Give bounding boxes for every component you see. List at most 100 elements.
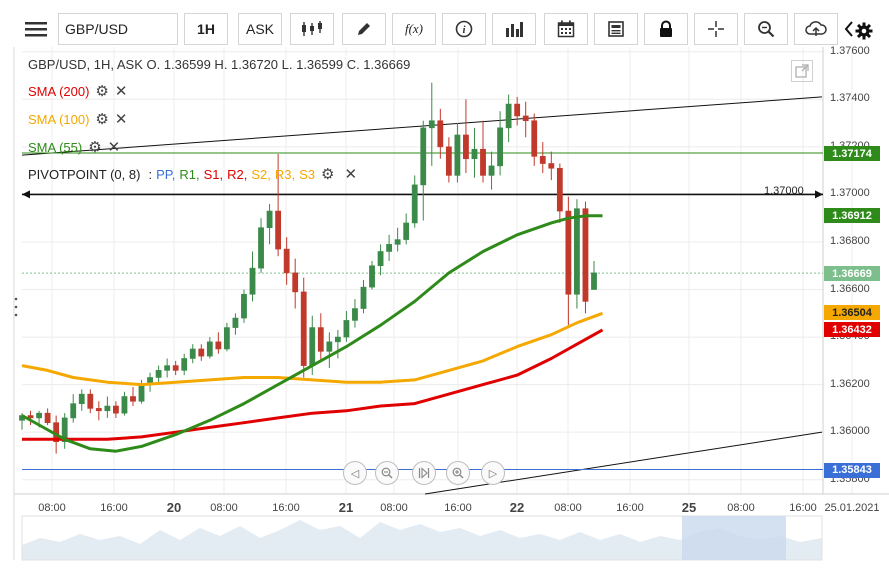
price-type-label: ASK (245, 21, 274, 37)
close-icon[interactable]: ✕ (107, 139, 121, 156)
candle-body (522, 115, 529, 122)
x-tick-label: 16:00 (789, 502, 817, 514)
pivot-level-s3: S3 (299, 166, 315, 182)
lock-icon[interactable] (644, 13, 688, 45)
candle-body (463, 134, 469, 160)
candle-body (539, 156, 546, 164)
candle-body (565, 210, 572, 295)
candle-body (548, 163, 555, 169)
price-label: 1.36504 (824, 305, 880, 321)
price-label: 1.36669 (824, 266, 880, 282)
candle-body (591, 272, 597, 290)
close-icon[interactable]: ✕ (344, 166, 358, 183)
pivot-level-pp: PP, (156, 166, 176, 182)
reset-view-icon[interactable] (412, 461, 436, 485)
gear-icon[interactable]: ⚙ (95, 111, 109, 128)
candle-body (223, 327, 230, 350)
close-icon[interactable]: ✕ (114, 111, 128, 128)
navigator-frame (21, 515, 823, 561)
indicator-sma-100: SMA (100) ⚙ ✕ (28, 110, 127, 128)
fx-label: f(x) (404, 21, 424, 36)
zoom-icon[interactable] (744, 13, 788, 45)
pivot-level-r3: R3, (274, 166, 296, 182)
x-tick-label: 21 (338, 500, 354, 515)
y-tick-label: 1.36200 (830, 377, 870, 390)
candle-body (138, 384, 145, 402)
pivot-level-r2: R2, (227, 166, 248, 182)
hline-label: 1.37000 (764, 185, 804, 197)
indicator-label: SMA (100) (28, 111, 90, 127)
candle-body (582, 208, 589, 302)
candle-body (505, 103, 512, 129)
candle-body (266, 210, 273, 229)
scroll-left-icon[interactable]: ◁ (343, 461, 367, 485)
pencil-icon[interactable] (342, 13, 386, 45)
candlestick-icon[interactable] (290, 13, 334, 45)
fullscreen-icon[interactable] (791, 60, 813, 82)
candle-body (360, 286, 367, 309)
candle-body (36, 412, 42, 419)
indicator-pivotpoint: PIVOTPOINT (0, 8) : PP, R1, S1, R2, S2, … (28, 165, 357, 183)
scroll-right-icon[interactable]: ▷ (481, 461, 505, 485)
candle-body (27, 415, 34, 419)
candle-body (514, 103, 521, 117)
y-tick-label: 1.36800 (830, 234, 870, 247)
candle-body (488, 165, 495, 176)
info-icon[interactable]: i (442, 13, 486, 45)
price-label: 1.36432 (824, 322, 880, 338)
price-type-selector[interactable]: ASK (238, 13, 282, 45)
y-tick-label: 1.36600 (830, 282, 870, 295)
arrow-left-icon (22, 190, 30, 199)
candle-body (275, 210, 282, 250)
gear-icon[interactable]: ⚙ (88, 139, 102, 156)
x-tick-label: 08:00 (727, 502, 755, 514)
gear-icon[interactable]: ⚙ (95, 83, 109, 100)
zoom-out-icon[interactable] (375, 461, 399, 485)
gear-icon[interactable]: ⚙ (321, 166, 335, 183)
candle-body (437, 120, 444, 148)
timeframe-label: 1H (197, 21, 215, 37)
price-label: 1.36912 (824, 208, 880, 224)
candle-body (87, 393, 94, 409)
candle-body (574, 208, 580, 295)
news-icon[interactable] (594, 13, 638, 45)
pivot-level-r1: R1, (179, 166, 200, 182)
candle-body (172, 365, 179, 371)
y-tick-label: 1.36000 (830, 425, 870, 438)
candle-body (121, 396, 128, 414)
candle-body (292, 272, 299, 293)
x-tick-label: 08:00 (38, 502, 66, 514)
indicator-label: SMA (200) (28, 83, 90, 99)
candle-body (454, 134, 461, 176)
close-icon[interactable]: ✕ (114, 83, 128, 100)
indicator-label: SMA (55) (28, 139, 83, 155)
symbol-selector[interactable]: GBP/USD (58, 13, 178, 45)
candle-body (241, 293, 247, 319)
candle-body (428, 120, 435, 129)
cloud-upload-icon[interactable] (794, 13, 838, 45)
timeframe-selector[interactable]: 1H (184, 13, 228, 45)
x-tick-label: 16:00 (616, 502, 644, 514)
drag-handle[interactable] (14, 296, 18, 318)
bar-chart-icon[interactable] (492, 13, 536, 45)
zoom-in-icon[interactable] (446, 461, 470, 485)
candle-body (445, 146, 452, 176)
trend-line-upper (21, 96, 823, 156)
gear-icon[interactable] (853, 18, 875, 44)
x-tick-label: 08:00 (210, 502, 238, 514)
fx-button[interactable]: f(x) (392, 13, 436, 45)
hamburger-icon[interactable] (18, 13, 54, 45)
navigator-window (682, 516, 786, 560)
sma-100-line (21, 311, 604, 387)
x-tick-label: 25.01.2021 (824, 502, 880, 514)
candle-body (334, 336, 341, 343)
svg-text:i: i (462, 24, 466, 36)
crosshair-icon[interactable] (694, 13, 738, 45)
navigator-area (22, 520, 822, 560)
candle-body (181, 358, 188, 371)
calendar-icon[interactable] (544, 13, 588, 45)
candle-body (394, 239, 401, 245)
candle-body (317, 327, 324, 352)
indicator-sma-200: SMA (200) ⚙ ✕ (28, 82, 127, 100)
